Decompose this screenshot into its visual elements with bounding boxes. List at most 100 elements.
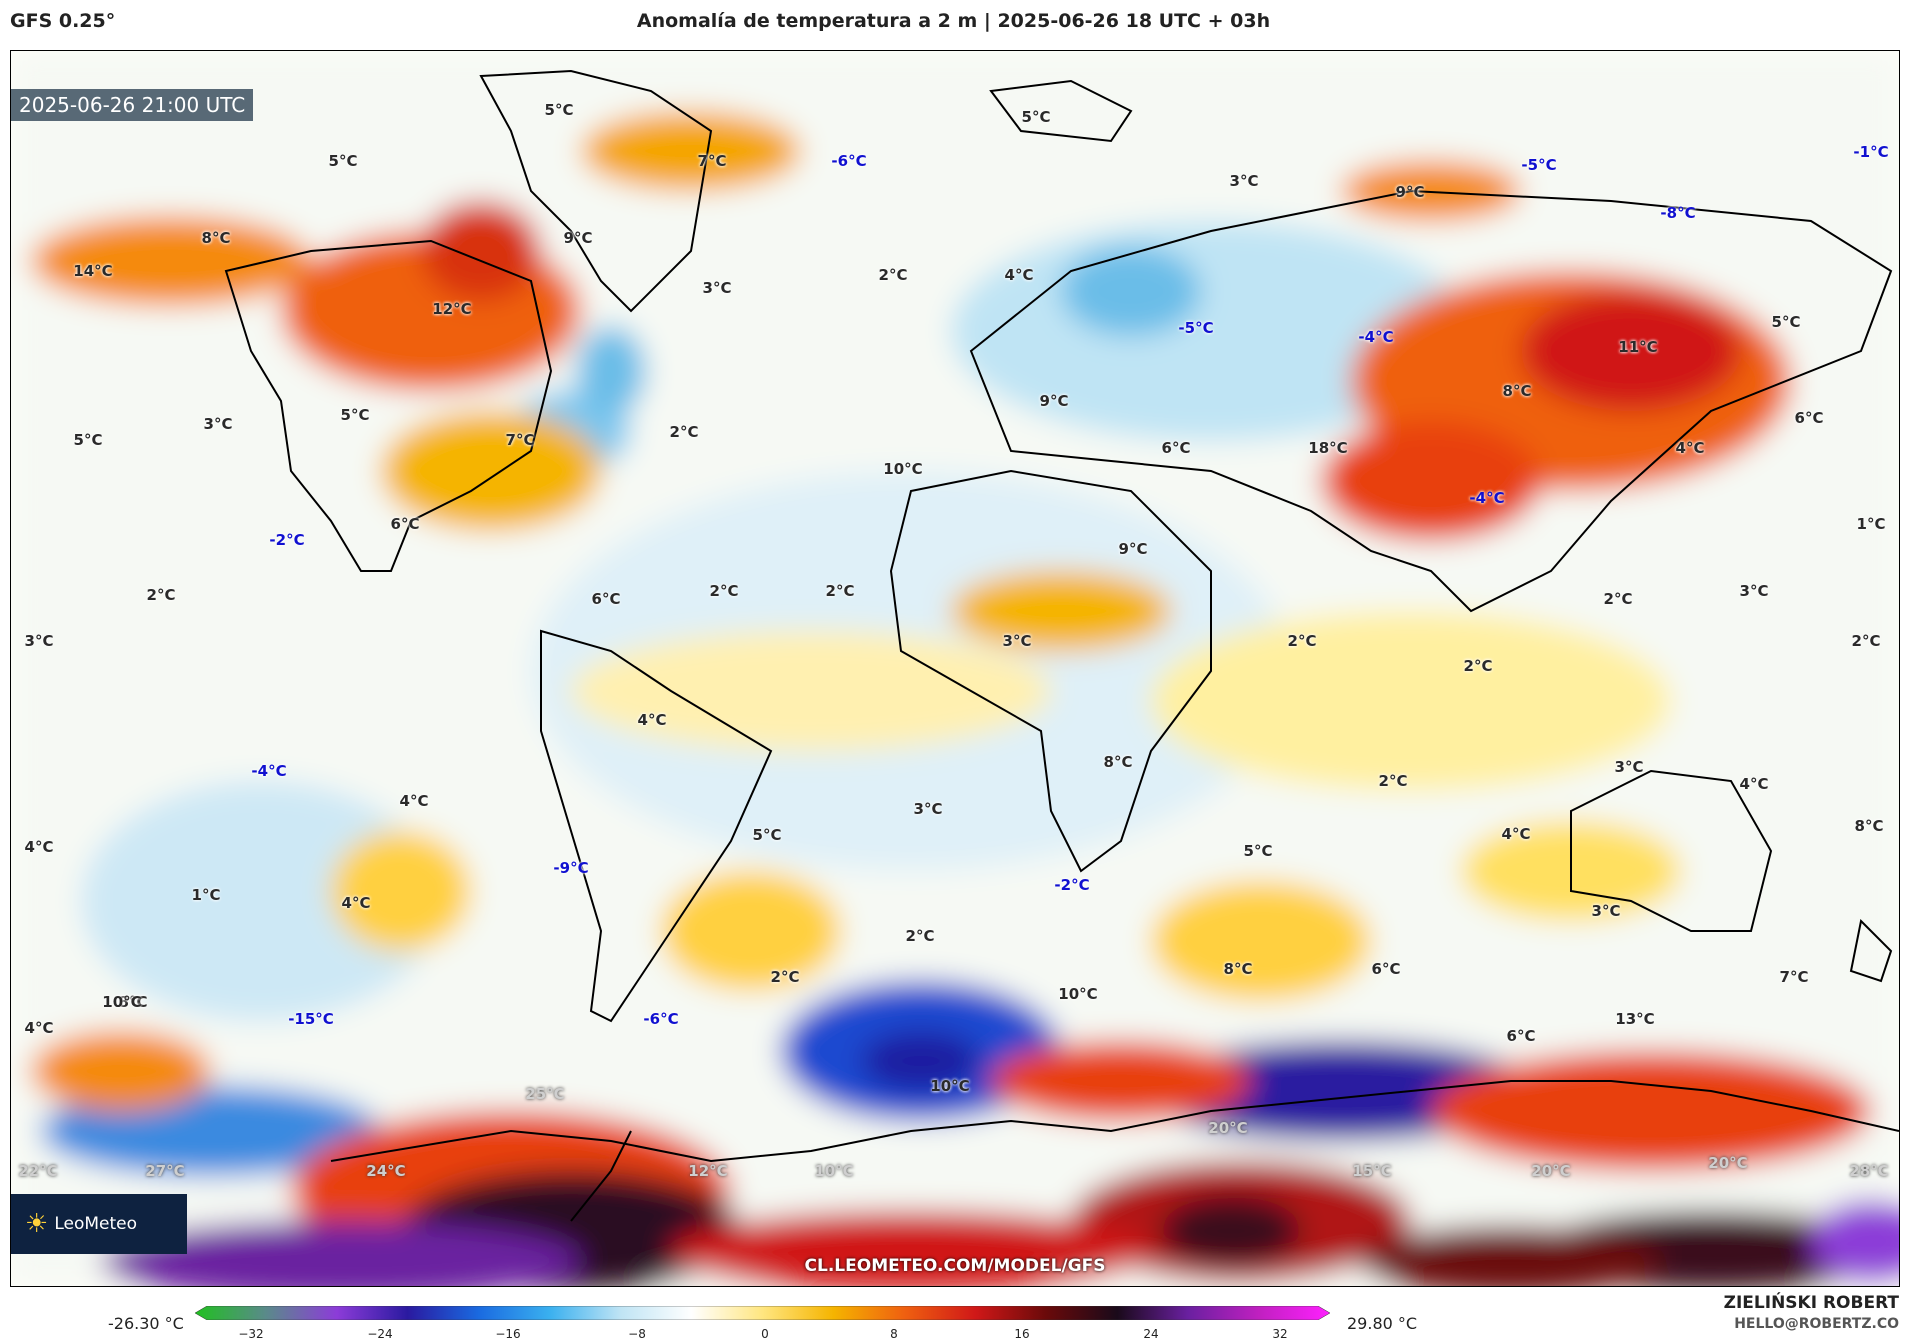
colorbar xyxy=(195,1305,1330,1319)
temp-label: 8°C xyxy=(202,229,231,247)
temp-label: 2°C xyxy=(879,266,908,284)
temp-label: 28°C xyxy=(1849,1162,1888,1180)
temp-label: 6°C xyxy=(1507,1027,1536,1045)
temp-label: 2°C xyxy=(826,582,855,600)
temp-label: 3°C xyxy=(914,800,943,818)
temp-label: 9°C xyxy=(564,229,593,247)
temp-label: 3°C xyxy=(703,279,732,297)
temp-label: 8°C xyxy=(1855,817,1884,835)
colorbar-tick: 8 xyxy=(890,1327,898,1341)
temp-label: -2°C xyxy=(1054,876,1089,894)
temp-label: 7°C xyxy=(698,152,727,170)
author-email: HELLO@ROBERTZ.CO xyxy=(1734,1316,1899,1332)
map-title: Anomalía de temperatura a 2 m | 2025-06-… xyxy=(0,10,1907,32)
temp-label: 4°C xyxy=(638,711,667,729)
temp-label: 2°C xyxy=(1379,772,1408,790)
temp-label: 7°C xyxy=(1780,968,1809,986)
temp-label: 11°C xyxy=(1618,338,1657,356)
temp-label: 6°C xyxy=(1162,439,1191,457)
source-url: CL.LEOMETEO.COM/MODEL/GFS xyxy=(11,1256,1899,1276)
temp-label: 10°C xyxy=(814,1162,853,1180)
temp-label: 6°C xyxy=(391,515,420,533)
temp-label: 5°C xyxy=(341,406,370,424)
colorbar-tick: −24 xyxy=(367,1327,392,1341)
temp-label: 20°C xyxy=(1708,1154,1747,1172)
temp-label: 2°C xyxy=(906,927,935,945)
temp-label: 8°C xyxy=(1503,382,1532,400)
logo-text: LeoMeteo xyxy=(54,1214,137,1234)
temp-label: 22°C xyxy=(18,1162,57,1180)
temp-label: 4°C xyxy=(25,1019,54,1037)
temp-label: 20°C xyxy=(1531,1162,1570,1180)
temp-label: 5°C xyxy=(1772,313,1801,331)
colorbar-tick: 24 xyxy=(1143,1327,1158,1341)
temp-label: 2°C xyxy=(1852,632,1881,650)
timestamp-badge: 2025-06-26 21:00 UTC xyxy=(11,89,253,121)
temp-label: 18°C xyxy=(1308,439,1347,457)
temp-label: 8°C xyxy=(1224,960,1253,978)
map-canvas xyxy=(11,51,1899,1286)
temp-label: 7°C xyxy=(506,431,535,449)
temp-label: 3°C xyxy=(1740,582,1769,600)
temp-label: -1°C xyxy=(1853,143,1888,161)
temp-label: 9°C xyxy=(1119,540,1148,558)
temp-label: 10°C xyxy=(102,993,141,1011)
temp-label: 6°C xyxy=(592,590,621,608)
temp-label: 25°C xyxy=(525,1085,564,1103)
temp-label: -6°C xyxy=(831,152,866,170)
temp-label: 13°C xyxy=(1615,1010,1654,1028)
temp-label: -4°C xyxy=(1469,489,1504,507)
temperature-anomaly-map[interactable]: 2025-06-26 21:00 UTC 5°C 5°C 7°C -6°C 5°… xyxy=(10,50,1900,1287)
temp-label: 4°C xyxy=(1676,439,1705,457)
temp-label: 4°C xyxy=(400,792,429,810)
temp-label: 4°C xyxy=(1502,825,1531,843)
temp-label: 9°C xyxy=(1040,392,1069,410)
sun-icon: ☀ xyxy=(25,1209,48,1239)
temp-label: 5°C xyxy=(545,101,574,119)
temp-label: -5°C xyxy=(1521,156,1556,174)
temp-label: 2°C xyxy=(1288,632,1317,650)
temp-label: 2°C xyxy=(147,586,176,604)
temp-label: 2°C xyxy=(1604,590,1633,608)
temp-label: 10°C xyxy=(883,460,922,478)
colorbar-tick: 16 xyxy=(1014,1327,1029,1341)
colorbar-tick: −16 xyxy=(495,1327,520,1341)
temp-label: 4°C xyxy=(1005,266,1034,284)
temp-label: 3°C xyxy=(204,415,233,433)
colorbar-gradient xyxy=(195,1306,1330,1320)
colorbar-tick: 0 xyxy=(761,1327,769,1341)
temp-label: -6°C xyxy=(643,1010,678,1028)
temp-label: 10°C xyxy=(1058,985,1097,1003)
temp-label: 6°C xyxy=(1795,409,1824,427)
temp-label: 3°C xyxy=(1592,902,1621,920)
temp-label: 2°C xyxy=(1464,657,1493,675)
temp-label: 5°C xyxy=(74,431,103,449)
colorbar-tick: −8 xyxy=(628,1327,646,1341)
temp-label: 3°C xyxy=(1615,758,1644,776)
temp-label: 3°C xyxy=(25,632,54,650)
temp-label: -2°C xyxy=(269,531,304,549)
temp-label: 4°C xyxy=(1740,775,1769,793)
temp-label: 2°C xyxy=(710,582,739,600)
temp-label: 27°C xyxy=(145,1162,184,1180)
temp-label: 2°C xyxy=(670,423,699,441)
temp-label: 24°C xyxy=(366,1162,405,1180)
temp-label: 10°C xyxy=(930,1077,969,1095)
temp-label: 1°C xyxy=(1857,515,1886,533)
temp-label: -8°C xyxy=(1660,204,1695,222)
temp-label: 12°C xyxy=(432,300,471,318)
temp-label: 5°C xyxy=(329,152,358,170)
temp-label: -9°C xyxy=(553,859,588,877)
temp-label: 12°C xyxy=(688,1162,727,1180)
temp-label: 4°C xyxy=(25,838,54,856)
temp-label: 3°C xyxy=(1230,172,1259,190)
colorbar-tick: 32 xyxy=(1272,1327,1287,1341)
temp-label: -4°C xyxy=(251,762,286,780)
temp-label: 20°C xyxy=(1208,1119,1247,1137)
temp-label: 6°C xyxy=(1372,960,1401,978)
temp-label: 8°C xyxy=(1104,753,1133,771)
author-name: ZIELIŃSKI ROBERT xyxy=(1724,1293,1899,1313)
colorbar-max-label: 29.80 °C xyxy=(1347,1314,1417,1333)
temp-label: 14°C xyxy=(73,262,112,280)
temp-label: 3°C xyxy=(1003,632,1032,650)
